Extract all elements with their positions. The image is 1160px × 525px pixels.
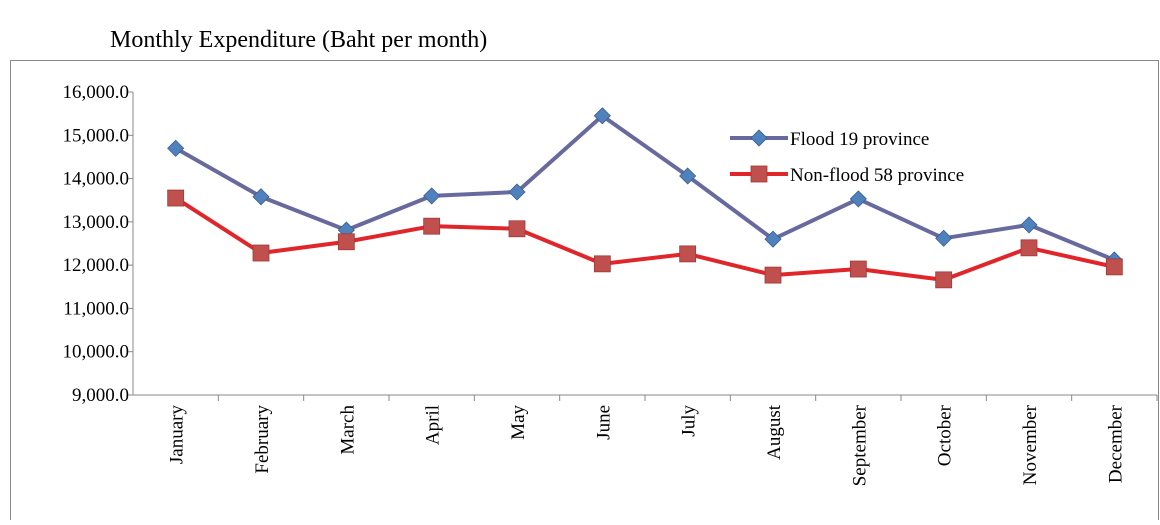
x-tick-label: November <box>1020 404 1041 485</box>
x-tick-label: October <box>935 404 956 466</box>
marker <box>337 233 355 251</box>
marker <box>508 220 526 238</box>
marker <box>935 229 953 247</box>
marker <box>508 183 526 201</box>
marker <box>593 107 611 125</box>
marker <box>679 167 697 185</box>
marker <box>252 188 270 206</box>
marker <box>1105 258 1123 276</box>
marker <box>935 271 953 289</box>
chart-title: Monthly Expenditure (Baht per month) <box>110 27 487 53</box>
x-tick-label: January <box>167 405 188 465</box>
marker <box>764 230 782 248</box>
marker <box>167 139 185 157</box>
marker <box>593 255 611 273</box>
y-tick-label: 13,000.0 <box>63 212 130 233</box>
marker <box>750 129 768 147</box>
marker <box>423 217 441 235</box>
chart-border <box>10 60 1159 525</box>
marker <box>167 189 185 207</box>
y-tick-label: 15,000.0 <box>63 125 130 146</box>
x-tick-label: September <box>849 404 870 486</box>
y-tick-label: 16,000.0 <box>63 82 130 103</box>
x-tick-label: April <box>423 405 444 445</box>
marker <box>423 187 441 205</box>
legend-label: Non-flood 58 province <box>790 165 964 186</box>
x-tick-label: August <box>764 404 785 460</box>
x-tick-label: March <box>337 405 358 455</box>
y-tick-label: 9,000.0 <box>72 385 129 406</box>
legend-label: Flood 19 province <box>790 129 929 150</box>
marker <box>1020 239 1038 257</box>
y-tick-label: 11,000.0 <box>63 298 129 319</box>
marker <box>764 266 782 284</box>
x-tick-label: June <box>593 405 614 440</box>
x-tick-label: February <box>252 405 273 474</box>
marker <box>849 190 867 208</box>
series-line <box>174 113 1116 262</box>
marker <box>252 244 270 262</box>
x-tick-label: July <box>679 405 700 437</box>
marker <box>750 165 768 183</box>
x-tick-label: December <box>1105 404 1126 483</box>
marker <box>1020 216 1038 234</box>
marker <box>679 245 697 263</box>
y-tick-label: 10,000.0 <box>63 342 130 363</box>
x-tick-label: May <box>508 405 529 440</box>
y-tick-label: 14,000.0 <box>63 169 130 190</box>
series-line <box>174 196 1115 282</box>
marker <box>849 260 867 278</box>
y-tick-label: 12,000.0 <box>63 255 130 276</box>
